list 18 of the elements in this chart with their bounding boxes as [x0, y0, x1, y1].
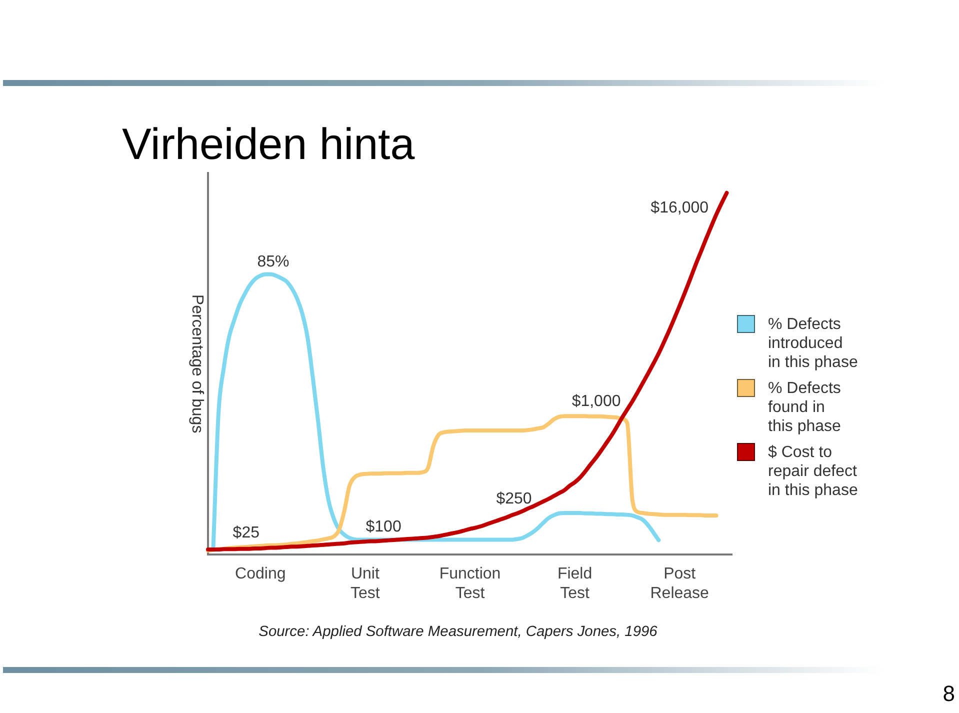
x-tick-label: Post Release	[650, 566, 710, 602]
x-tick-label: Field Test	[557, 566, 592, 602]
x-tick-label: Coding	[235, 566, 286, 583]
text: 8	[942, 681, 955, 707]
source-note: Source: Applied Software Measurement, Capers Jones, 1996	[258, 624, 658, 640]
legend-label: $ Cost to repair defect in this phase	[768, 444, 858, 499]
legend-label: % Defects introduced in this phase	[768, 316, 858, 371]
annotation: 85%	[257, 253, 290, 270]
annotation: $250	[496, 490, 532, 508]
x-tick-label: Function Test	[439, 566, 501, 602]
legend-label: % Defects found in this phase	[768, 380, 842, 435]
annotation: $25	[232, 524, 260, 542]
y-axis-title: Percentage of bugs	[188, 294, 206, 434]
chart-title: Virheiden hinta	[122, 120, 415, 171]
annotation: $16,000	[650, 199, 709, 216]
annotation: $1,000	[572, 393, 621, 410]
x-tick-label: Unit Test	[350, 566, 380, 602]
annotation: $100	[366, 518, 402, 536]
